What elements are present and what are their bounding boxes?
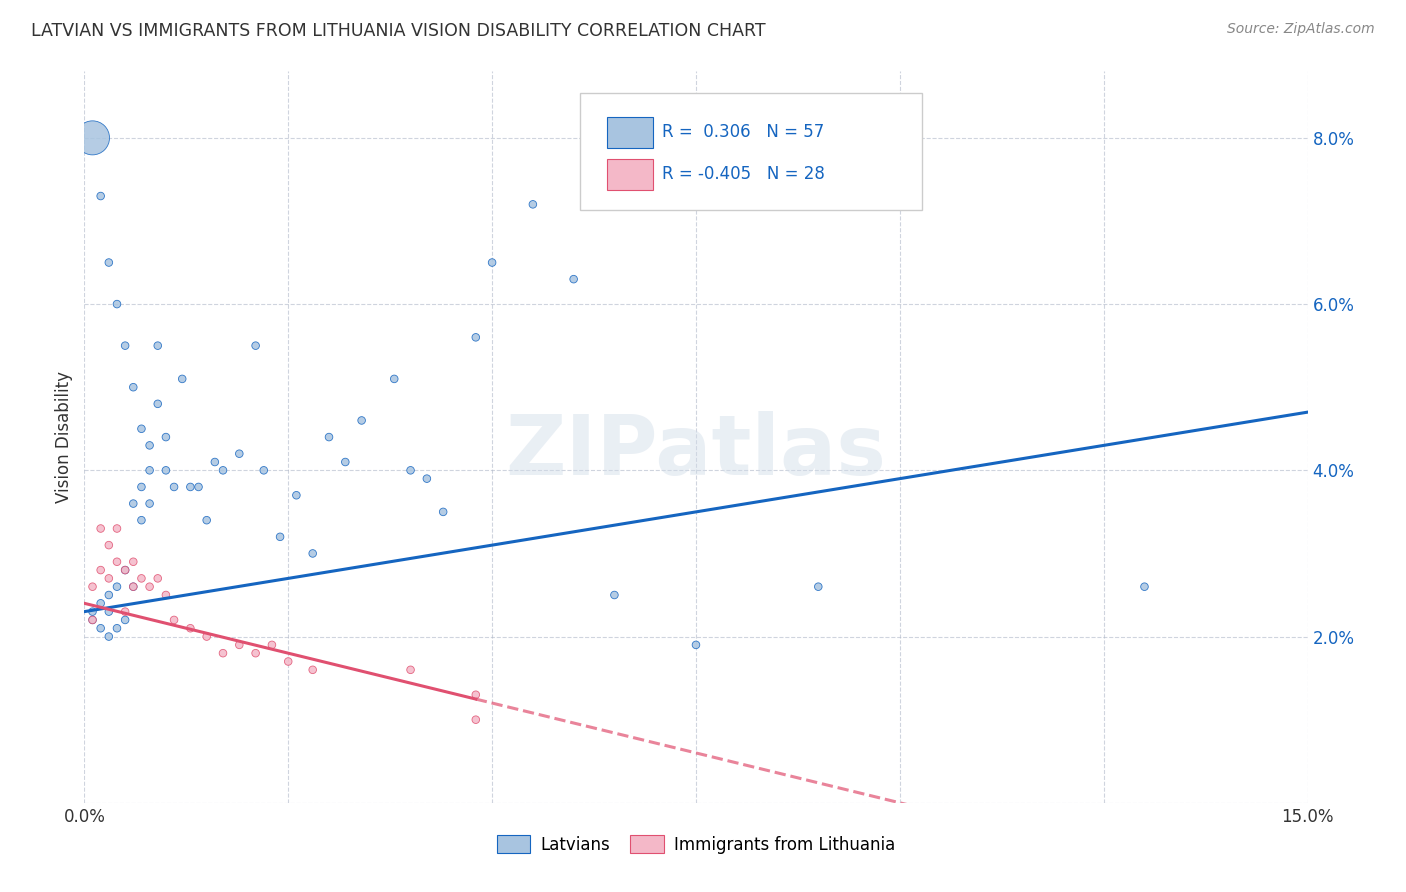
- Point: [138, 580, 160, 594]
- Point: [82, 131, 104, 145]
- Point: [97, 571, 120, 585]
- Point: [335, 455, 357, 469]
- Point: [122, 497, 145, 511]
- Point: [155, 588, 177, 602]
- Point: [481, 255, 503, 269]
- Point: [97, 630, 120, 644]
- Point: [432, 505, 454, 519]
- Point: [97, 605, 120, 619]
- Point: [155, 430, 177, 444]
- Point: [146, 397, 169, 411]
- Point: [562, 272, 585, 286]
- Point: [114, 338, 136, 352]
- FancyBboxPatch shape: [606, 118, 654, 148]
- Point: [90, 563, 112, 577]
- Point: [105, 555, 128, 569]
- Point: [97, 255, 120, 269]
- Point: [131, 480, 153, 494]
- Text: LATVIAN VS IMMIGRANTS FROM LITHUANIA VISION DISABILITY CORRELATION CHART: LATVIAN VS IMMIGRANTS FROM LITHUANIA VIS…: [31, 22, 765, 40]
- Point: [399, 663, 422, 677]
- Point: [187, 480, 209, 494]
- Point: [163, 480, 186, 494]
- Point: [285, 488, 308, 502]
- Point: [382, 372, 405, 386]
- Point: [82, 613, 104, 627]
- Point: [114, 563, 136, 577]
- Point: [269, 530, 291, 544]
- Point: [195, 513, 218, 527]
- Point: [146, 338, 169, 352]
- Point: [105, 297, 128, 311]
- Point: [138, 463, 160, 477]
- Point: [228, 638, 250, 652]
- Point: [90, 521, 112, 535]
- Point: [1133, 580, 1156, 594]
- Point: [228, 447, 250, 461]
- Point: [245, 338, 267, 352]
- Point: [122, 580, 145, 594]
- Point: [131, 422, 153, 436]
- Point: [301, 663, 323, 677]
- FancyBboxPatch shape: [579, 94, 922, 211]
- Point: [179, 480, 201, 494]
- Point: [464, 330, 486, 344]
- Point: [138, 497, 160, 511]
- Text: R =  0.306   N = 57: R = 0.306 N = 57: [662, 123, 824, 141]
- Legend: Latvians, Immigrants from Lithuania: Latvians, Immigrants from Lithuania: [491, 829, 901, 860]
- Point: [350, 413, 373, 427]
- Point: [90, 621, 112, 635]
- Point: [105, 580, 128, 594]
- Point: [138, 438, 160, 452]
- Point: [603, 588, 626, 602]
- Point: [212, 463, 235, 477]
- Point: [179, 621, 201, 635]
- Point: [155, 463, 177, 477]
- Point: [163, 613, 186, 627]
- Point: [464, 688, 486, 702]
- Text: R = -0.405   N = 28: R = -0.405 N = 28: [662, 165, 824, 183]
- Point: [522, 197, 544, 211]
- Point: [114, 563, 136, 577]
- Point: [464, 713, 486, 727]
- Y-axis label: Vision Disability: Vision Disability: [55, 371, 73, 503]
- Point: [204, 455, 226, 469]
- Point: [82, 613, 104, 627]
- Point: [318, 430, 340, 444]
- Point: [82, 605, 104, 619]
- Point: [277, 655, 299, 669]
- Point: [399, 463, 422, 477]
- Point: [105, 621, 128, 635]
- Point: [131, 513, 153, 527]
- Point: [114, 605, 136, 619]
- Point: [685, 638, 707, 652]
- Point: [301, 546, 323, 560]
- Point: [97, 588, 120, 602]
- Point: [90, 189, 112, 203]
- Point: [253, 463, 276, 477]
- Point: [82, 580, 104, 594]
- Point: [416, 472, 439, 486]
- Point: [122, 555, 145, 569]
- Point: [90, 596, 112, 610]
- Text: ZIPatlas: ZIPatlas: [506, 411, 886, 492]
- Point: [260, 638, 283, 652]
- Point: [245, 646, 267, 660]
- Point: [105, 521, 128, 535]
- Point: [212, 646, 235, 660]
- FancyBboxPatch shape: [606, 159, 654, 190]
- Point: [172, 372, 194, 386]
- Point: [131, 571, 153, 585]
- Point: [114, 613, 136, 627]
- Point: [807, 580, 830, 594]
- Text: Source: ZipAtlas.com: Source: ZipAtlas.com: [1227, 22, 1375, 37]
- Point: [122, 580, 145, 594]
- Point: [146, 571, 169, 585]
- Point: [122, 380, 145, 394]
- Point: [195, 630, 218, 644]
- Point: [97, 538, 120, 552]
